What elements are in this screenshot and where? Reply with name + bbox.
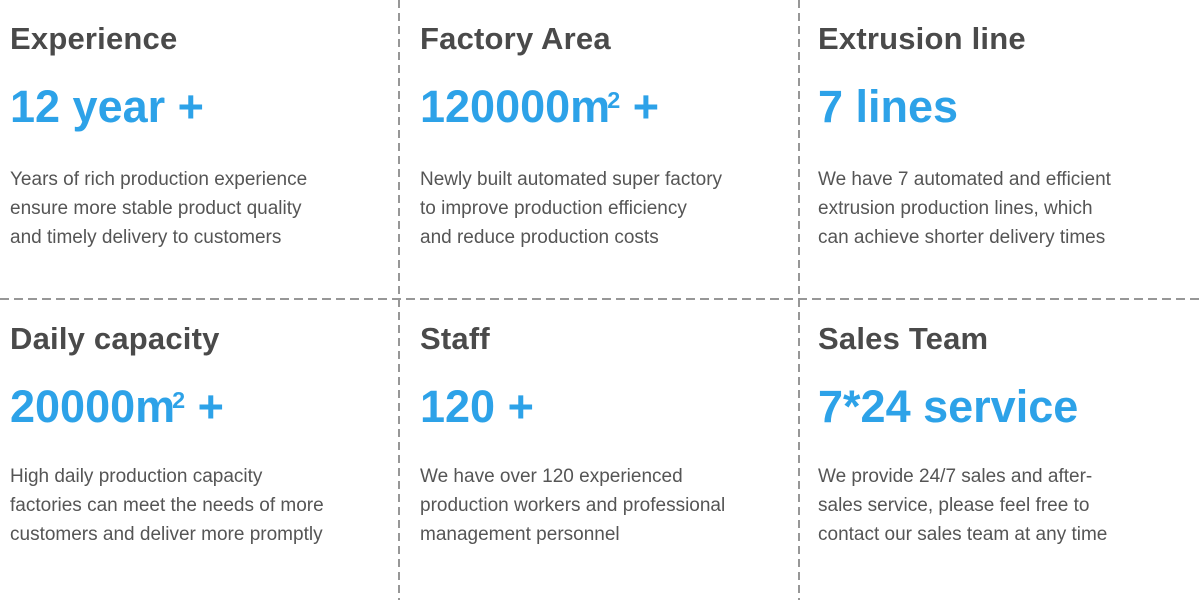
stat-title: Extrusion line: [818, 21, 1026, 56]
stat-description: Newly built automated super factory to i…: [420, 168, 723, 248]
stat-value-superscript: 2: [172, 386, 186, 413]
vertical-dashed-divider-1: [398, 0, 400, 600]
stat-value-superscript: 2: [607, 86, 621, 113]
stat-value-main: 120 +: [420, 381, 534, 433]
stat-value: 120 +: [420, 382, 776, 432]
stat-value-main: 20000m: [10, 381, 176, 433]
stat-card-extrusion-line: Extrusion line 7 lines We have 7 automat…: [800, 0, 1200, 300]
stat-description: We have 7 automated and efficient extrus…: [818, 168, 1111, 248]
stat-card-daily-capacity: Daily capacity 20000m2 + High daily prod…: [0, 300, 400, 600]
stat-title: Experience: [10, 21, 178, 56]
stat-title: Factory Area: [420, 21, 611, 56]
stat-description: High daily production capacity factories…: [10, 465, 324, 545]
stat-value: 7*24 service: [818, 382, 1180, 432]
stat-value: 20000m2 +: [10, 382, 376, 432]
stat-value-suffix: +: [620, 81, 659, 133]
stat-title: Sales Team: [818, 321, 989, 356]
stat-value-main: 7 lines: [818, 81, 959, 133]
stat-value-main: 12 year +: [10, 81, 204, 133]
stat-card-factory-area: Factory Area 120000m2 + Newly built auto…: [400, 0, 800, 300]
vertical-dashed-divider-2: [798, 0, 800, 600]
horizontal-dashed-divider: [0, 298, 1200, 300]
stat-card-experience: Experience 12 year + Years of rich produ…: [0, 0, 400, 300]
stat-value-suffix: +: [185, 381, 224, 433]
stat-value: 120000m2 +: [420, 82, 776, 132]
stat-card-staff: Staff 120 + We have over 120 experienced…: [400, 300, 800, 600]
stat-title: Daily capacity: [10, 321, 220, 356]
stat-value: 7 lines: [818, 82, 1180, 132]
stat-card-sales-team: Sales Team 7*24 service We provide 24/7 …: [800, 300, 1200, 600]
stat-description: We have over 120 experienced production …: [420, 465, 726, 545]
stat-description: We provide 24/7 sales and after- sales s…: [818, 465, 1108, 545]
stat-value-main: 7*24 service: [818, 381, 1079, 433]
stat-value-main: 120000m: [420, 81, 611, 133]
stat-description: Years of rich production experience ensu…: [10, 168, 308, 248]
stat-title: Staff: [420, 321, 490, 356]
stat-value: 12 year +: [10, 82, 376, 132]
